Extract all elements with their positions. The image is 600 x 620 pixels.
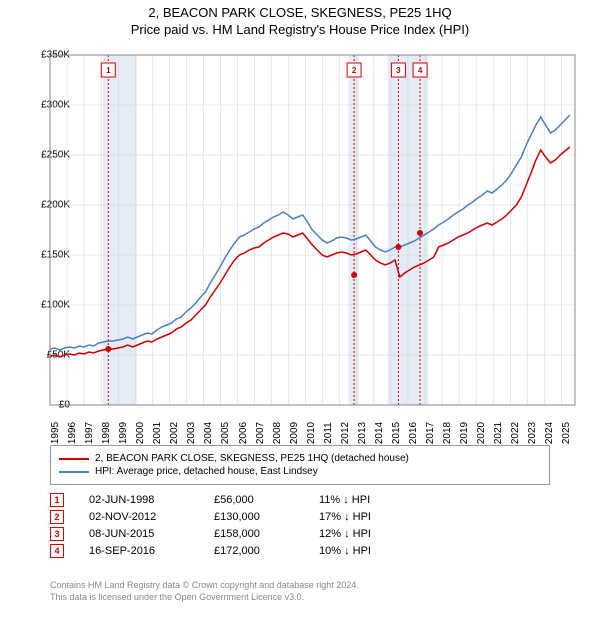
svg-text:2: 2 (352, 66, 357, 75)
x-tick-label: 2015 (391, 422, 402, 444)
x-tick-label: 2010 (306, 422, 317, 444)
transaction-pct: 12% ↓ HPI (319, 528, 409, 540)
chart-title: 2, BEACON PARK CLOSE, SKEGNESS, PE25 1HQ (0, 0, 600, 20)
transaction-date: 16-SEP-2016 (89, 545, 189, 557)
x-tick-label: 2019 (459, 422, 470, 444)
legend-box: 2, BEACON PARK CLOSE, SKEGNESS, PE25 1HQ… (50, 445, 550, 485)
x-tick-label: 2001 (152, 422, 163, 444)
x-tick-label: 2000 (135, 422, 146, 444)
transaction-price: £130,000 (214, 511, 294, 523)
x-tick-label: 2004 (203, 422, 214, 444)
transaction-marker: 1 (50, 493, 64, 507)
transaction-marker: 4 (50, 544, 64, 558)
x-tick-label: 2023 (527, 422, 538, 444)
svg-text:3: 3 (396, 66, 401, 75)
x-tick-label: 2022 (510, 422, 521, 444)
x-tick-label: 2024 (544, 422, 555, 444)
transaction-pct: 11% ↓ HPI (319, 494, 409, 506)
transaction-pct: 17% ↓ HPI (319, 511, 409, 523)
x-tick-label: 2014 (374, 422, 385, 444)
transaction-price: £158,000 (214, 528, 294, 540)
x-tick-label: 2020 (476, 422, 487, 444)
transaction-row: 4 16-SEP-2016 £172,000 10% ↓ HPI (50, 544, 550, 558)
x-tick-label: 2017 (425, 422, 436, 444)
x-tick-label: 2003 (186, 422, 197, 444)
x-tick-label: 1999 (118, 422, 129, 444)
transaction-date: 08-JUN-2015 (89, 528, 189, 540)
x-tick-label: 2013 (357, 422, 368, 444)
x-tick-label: 2021 (493, 422, 504, 444)
x-tick-label: 2025 (561, 422, 572, 444)
x-tick-label: 2006 (238, 422, 249, 444)
transaction-marker: 2 (50, 510, 64, 524)
legend-item: 2, BEACON PARK CLOSE, SKEGNESS, PE25 1HQ… (59, 453, 541, 464)
transaction-date: 02-JUN-1998 (89, 494, 189, 506)
transactions-table: 1 02-JUN-1998 £56,000 11% ↓ HPI 2 02-NOV… (50, 490, 550, 561)
chart-plot-area: 1 2 3 4 (50, 55, 575, 405)
footer-line2: This data is licensed under the Open Gov… (50, 592, 359, 604)
legend-label: 2, BEACON PARK CLOSE, SKEGNESS, PE25 1HQ… (95, 453, 409, 464)
x-tick-label: 2002 (169, 422, 180, 444)
transaction-row: 3 08-JUN-2015 £158,000 12% ↓ HPI (50, 527, 550, 541)
legend-label: HPI: Average price, detached house, East… (95, 466, 318, 477)
x-axis-labels: 1995199619971998199920002001200220032004… (50, 408, 575, 438)
x-tick-label: 2009 (289, 422, 300, 444)
x-tick-label: 2016 (408, 422, 419, 444)
transaction-marker: 3 (50, 527, 64, 541)
x-tick-label: 2011 (323, 422, 334, 444)
legend-swatch (59, 471, 89, 473)
x-tick-label: 2018 (442, 422, 453, 444)
svg-text:1: 1 (106, 66, 111, 75)
transaction-price: £56,000 (214, 494, 294, 506)
transaction-price: £172,000 (214, 545, 294, 557)
legend-item: HPI: Average price, detached house, East… (59, 466, 541, 477)
x-tick-label: 2008 (272, 422, 283, 444)
transaction-pct: 10% ↓ HPI (319, 545, 409, 557)
x-tick-label: 2005 (220, 422, 231, 444)
footer-line1: Contains HM Land Registry data © Crown c… (50, 580, 359, 592)
svg-text:4: 4 (418, 66, 423, 75)
transaction-date: 02-NOV-2012 (89, 511, 189, 523)
chart-svg: 1 2 3 4 (50, 55, 575, 405)
x-tick-label: 1998 (101, 422, 112, 444)
chart-subtitle: Price paid vs. HM Land Registry's House … (0, 20, 600, 37)
legend-swatch (59, 458, 89, 460)
footer-attribution: Contains HM Land Registry data © Crown c… (50, 580, 359, 603)
x-tick-label: 1996 (67, 422, 78, 444)
transaction-row: 1 02-JUN-1998 £56,000 11% ↓ HPI (50, 493, 550, 507)
x-tick-label: 2007 (255, 422, 266, 444)
transaction-row: 2 02-NOV-2012 £130,000 17% ↓ HPI (50, 510, 550, 524)
x-tick-label: 2012 (340, 422, 351, 444)
x-tick-label: 1995 (50, 422, 61, 444)
chart-container: 2, BEACON PARK CLOSE, SKEGNESS, PE25 1HQ… (0, 0, 600, 620)
x-tick-label: 1997 (84, 422, 95, 444)
